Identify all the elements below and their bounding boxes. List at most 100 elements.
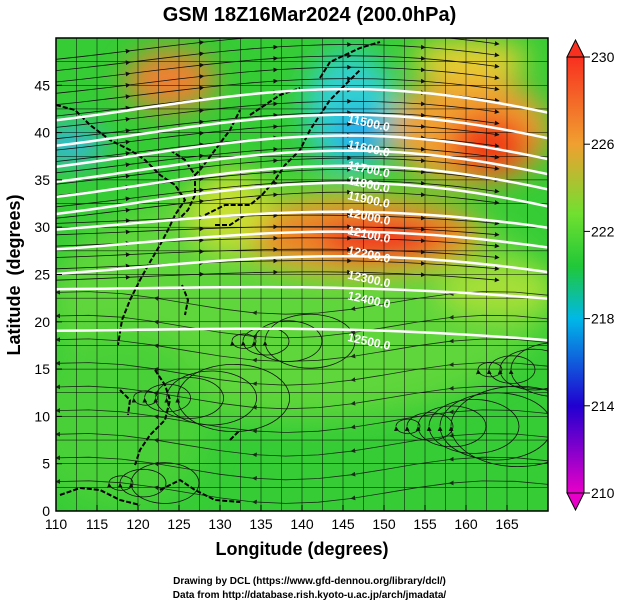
streamline (448, 385, 548, 467)
y-axis-label: Latitude (degrees) (4, 194, 24, 355)
streamline (203, 124, 279, 134)
streamline (56, 207, 131, 219)
streamline (203, 67, 279, 77)
streamline (351, 44, 426, 50)
streamline (424, 103, 500, 114)
streamline (56, 479, 155, 488)
streamline (448, 385, 548, 391)
streamline (56, 48, 131, 60)
streamline (129, 62, 205, 74)
streamline (351, 215, 426, 221)
streamline (252, 332, 352, 339)
colorbar-tick-label: 226 (591, 136, 615, 152)
streamline (203, 146, 279, 156)
height-contour (56, 327, 548, 342)
streamline (350, 293, 450, 312)
streamline (424, 69, 500, 80)
chart-title: GSM 18Z16Mar2024 (200.0hPa) (162, 4, 457, 26)
streamline (437, 392, 548, 461)
streamline (203, 112, 279, 122)
streamline (164, 370, 257, 426)
streamline (448, 433, 548, 439)
streamline (129, 119, 205, 131)
height-contour (56, 230, 548, 251)
streamline (203, 192, 279, 202)
x-tick-label: 120 (126, 516, 150, 532)
y-tick-label: 0 (42, 503, 50, 519)
height-contours (56, 87, 548, 342)
streamline (56, 173, 131, 185)
streamline (448, 409, 548, 415)
streamline (203, 224, 279, 230)
streamline (142, 383, 191, 413)
streamline (56, 196, 131, 208)
streamline (56, 218, 131, 224)
streamline (424, 217, 500, 226)
height-contour (56, 285, 548, 300)
streamline (129, 153, 205, 165)
streamline (448, 338, 548, 344)
streamline (350, 482, 450, 501)
credit-drawing: Drawing by DCL (https://www.gfd-dennou.o… (173, 576, 446, 587)
x-tick-label: 140 (290, 516, 314, 532)
colorbar-tick-label: 230 (591, 49, 615, 65)
streamline (56, 117, 131, 128)
streamline (351, 55, 426, 61)
y-tick-label: 25 (34, 267, 50, 283)
streamline (351, 123, 426, 129)
x-tick-label: 115 (86, 516, 109, 532)
streamline (424, 149, 500, 160)
streamline (56, 60, 131, 71)
streamline (277, 155, 352, 161)
y-tick-label: 40 (34, 125, 50, 141)
streamline (56, 139, 131, 151)
streamline (424, 115, 500, 126)
streamline (56, 274, 131, 281)
streamline (420, 38, 426, 39)
streamline (277, 189, 352, 195)
streamline (153, 390, 253, 408)
streamline (203, 44, 279, 54)
height-contour (56, 149, 548, 184)
x-tick-label: 160 (454, 516, 478, 532)
streamline (203, 78, 279, 88)
streamline (350, 340, 450, 359)
streamline (203, 169, 279, 179)
streamline (277, 167, 352, 173)
streamline (424, 251, 500, 260)
streamline (277, 42, 352, 48)
y-tick-label: 35 (34, 172, 50, 188)
x-tick-label: 165 (495, 516, 519, 532)
streamline (277, 64, 352, 70)
streamline (129, 271, 205, 278)
streamline (351, 66, 426, 73)
wind-streamlines (56, 38, 548, 505)
streamline (56, 252, 131, 258)
contour-labels: 11500.011600.011700.011800.011900.012000… (346, 112, 392, 353)
colorbar-tick-label: 210 (591, 485, 615, 501)
streamline (351, 249, 426, 255)
streamline (129, 249, 205, 255)
streamline (351, 78, 426, 84)
streamline (448, 314, 548, 320)
streamline (351, 169, 426, 175)
streamline (56, 431, 155, 441)
streamline (351, 226, 426, 232)
y-tick-label: 15 (34, 361, 50, 377)
streamline (351, 180, 426, 186)
y-axis-ticks: 0 5 10 15 20 25 30 35 40 45 (34, 77, 62, 519)
streamline (203, 247, 279, 252)
x-axis-label: Longitude (degrees) (215, 539, 388, 559)
streamline (128, 462, 200, 504)
colorbar: 210 214 218 222 226 230 (566, 38, 615, 512)
colorbar-tick-label: 214 (591, 398, 615, 414)
streamline (262, 313, 356, 369)
streamline (153, 438, 253, 455)
streamline (424, 81, 500, 92)
streamline (56, 360, 155, 370)
streamline (426, 399, 520, 454)
streamline (203, 180, 279, 191)
streamline (56, 263, 131, 270)
streamline (424, 183, 500, 194)
